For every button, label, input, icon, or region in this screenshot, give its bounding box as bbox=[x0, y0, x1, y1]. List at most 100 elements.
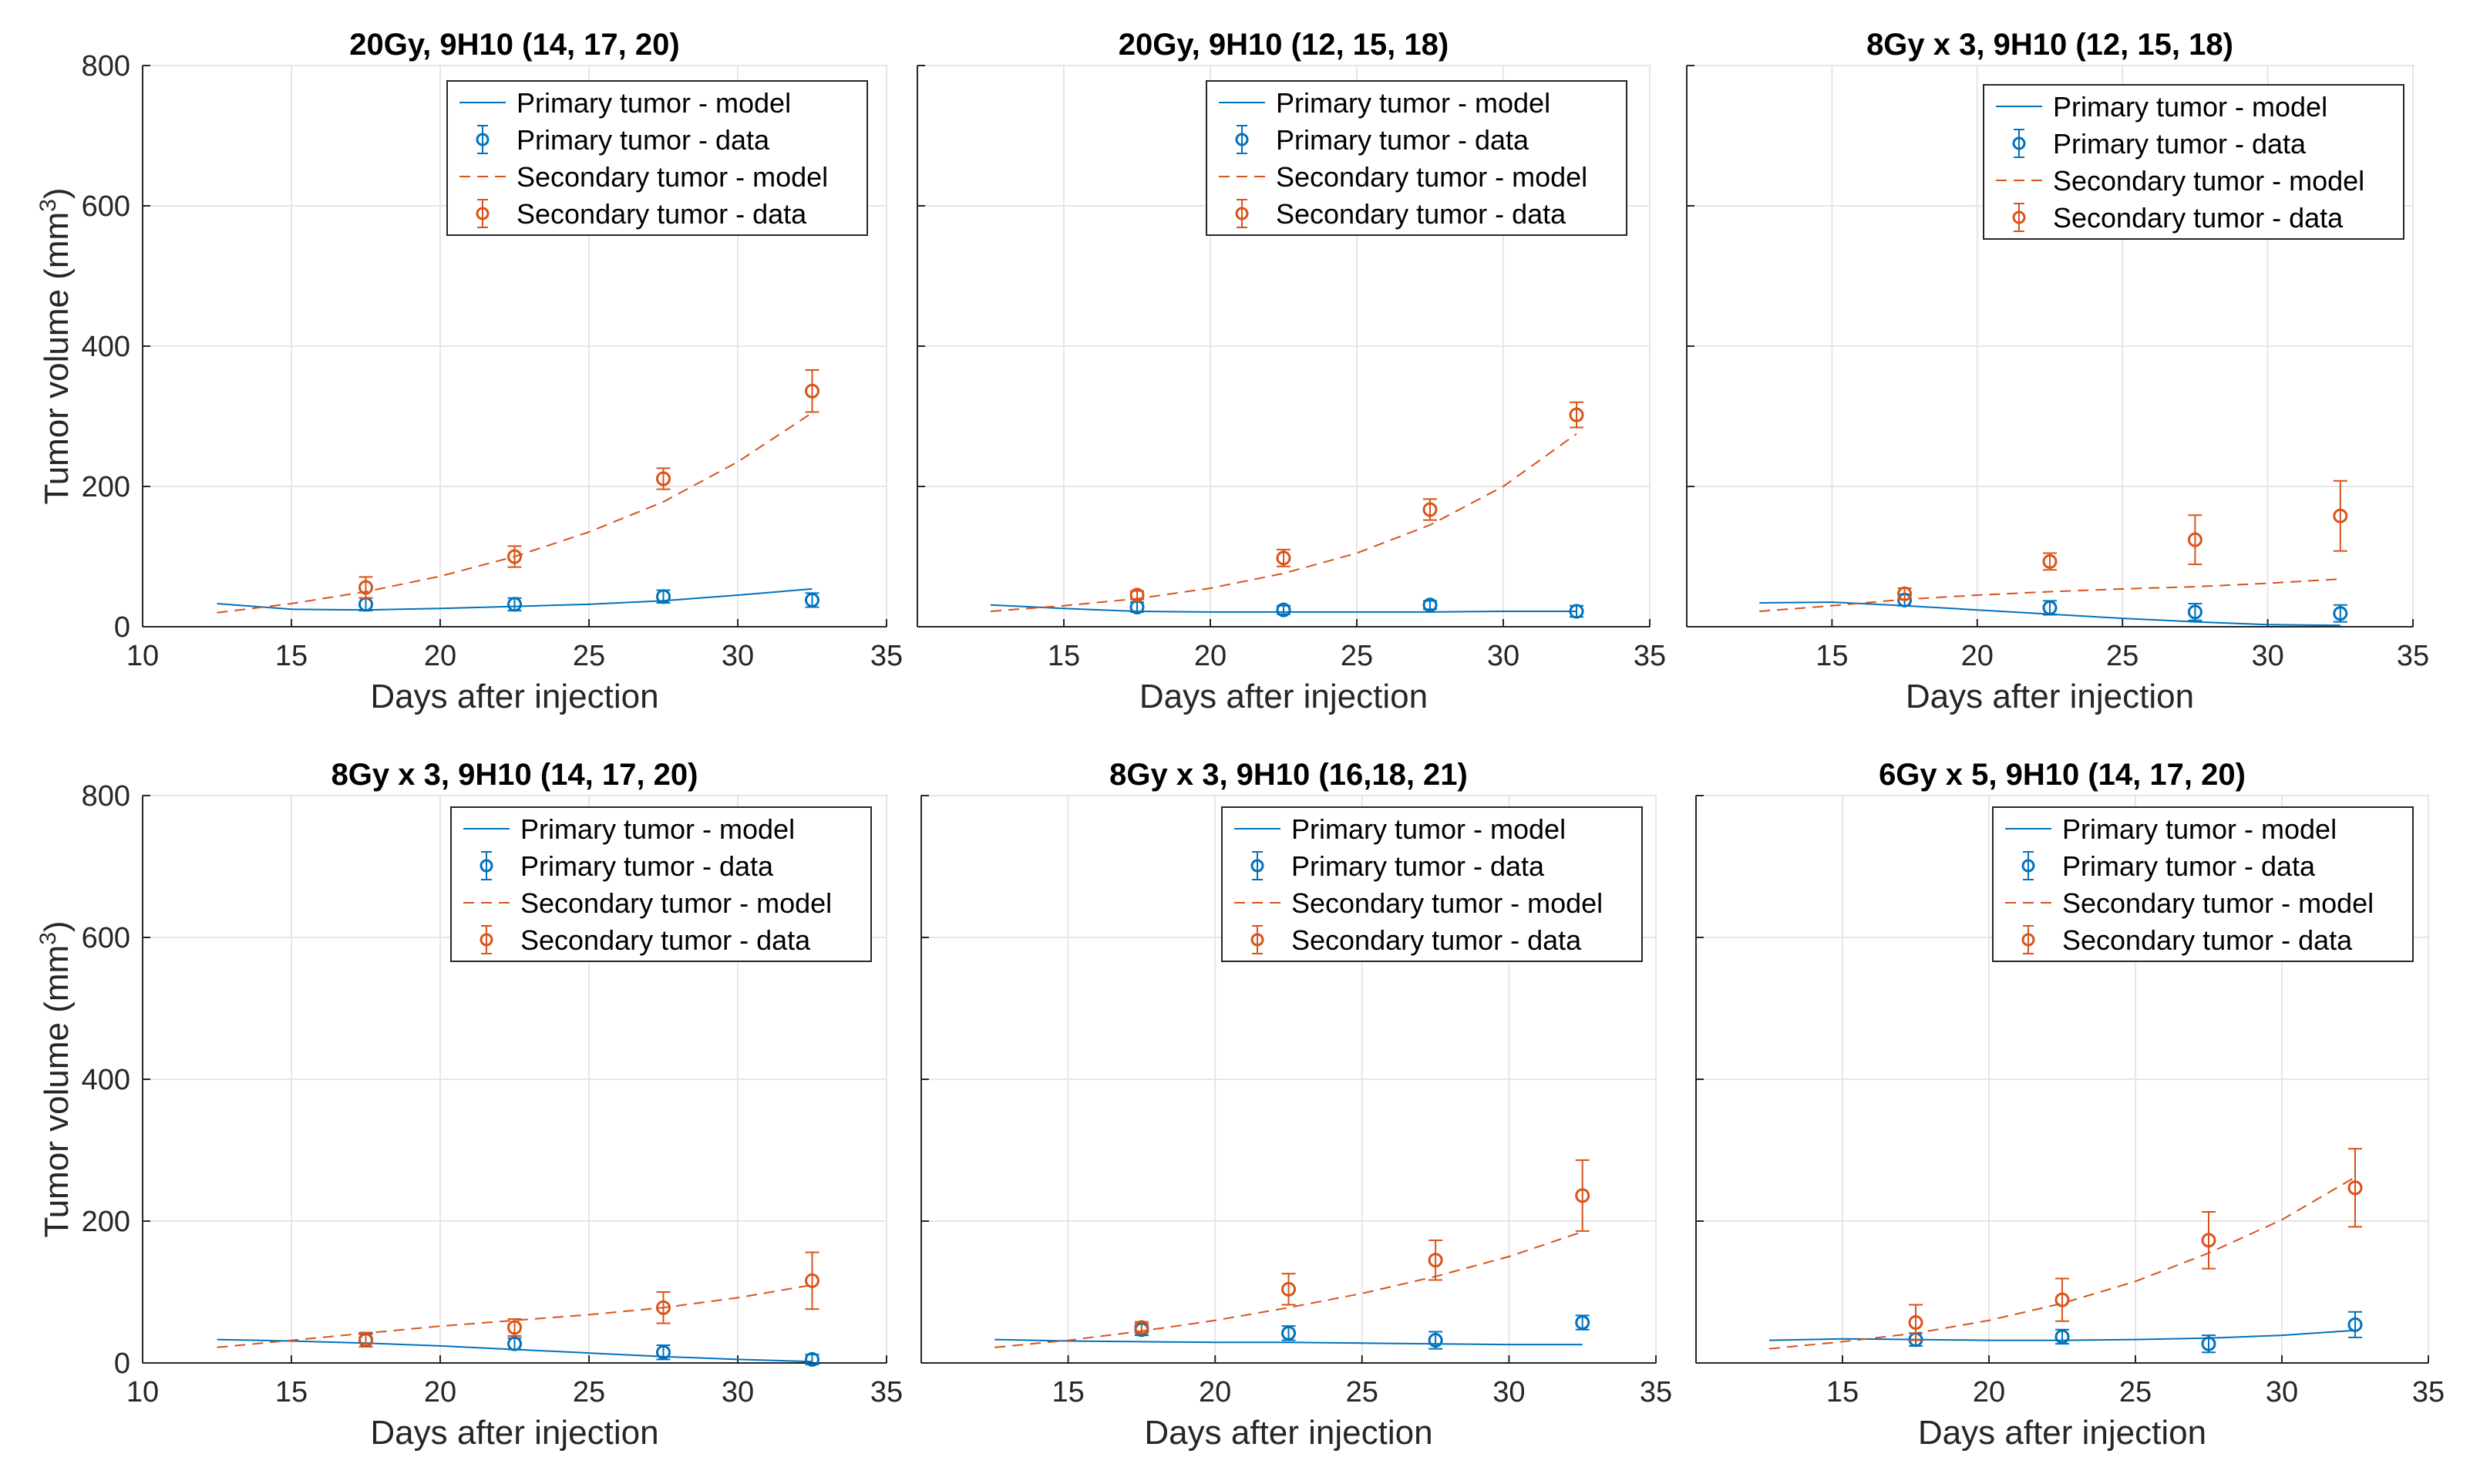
data-marker bbox=[656, 589, 671, 604]
legend-box bbox=[450, 806, 872, 962]
data-marker bbox=[2347, 1317, 2363, 1332]
data-marker bbox=[2333, 606, 2348, 621]
x-tick-label: 15 bbox=[275, 1376, 308, 1408]
data-point bbox=[2187, 514, 2202, 566]
data-marker bbox=[507, 1320, 522, 1335]
legend-marker-swatch bbox=[1250, 859, 1264, 873]
data-point bbox=[358, 1331, 373, 1348]
data-point bbox=[656, 1344, 671, 1361]
subplot-1: 10 15 20 25 30 35 0 200 400 600 800 20Gy, 9H10 (14,… bbox=[35, 28, 904, 715]
data-point bbox=[656, 589, 671, 604]
x-tick-label: 25 bbox=[1341, 640, 1373, 672]
data-marker bbox=[1569, 604, 1584, 619]
x-tick-label: 20 bbox=[1199, 1376, 1231, 1408]
model-line bbox=[990, 432, 1577, 612]
data-point bbox=[2054, 1277, 2070, 1322]
subplot-4: 10 15 20 25 30 35 0 200 400 600 800 8Gy x 3, 9H10 (… bbox=[35, 758, 904, 1452]
data-marker bbox=[2333, 508, 2348, 523]
data-point bbox=[805, 592, 819, 608]
x-axis-label: Days after injection bbox=[1139, 678, 1428, 715]
data-point bbox=[2347, 1148, 2363, 1228]
data-marker bbox=[507, 597, 522, 612]
data-marker bbox=[1908, 1315, 1923, 1331]
x-tick-label: 10 bbox=[126, 640, 159, 672]
subplot-title: 20Gy, 9H10 (12, 15, 18) bbox=[1119, 28, 1449, 62]
y-tick-label: 400 bbox=[82, 331, 130, 363]
x-tick-label: 25 bbox=[2119, 1376, 2152, 1408]
data-point bbox=[2187, 602, 2202, 621]
x-tick-label: 35 bbox=[2412, 1376, 2445, 1408]
y-axis-label: Tumor volume (mm3) bbox=[35, 187, 76, 504]
data-point bbox=[1276, 602, 1291, 617]
legend-label: Secondary tumor - data bbox=[517, 198, 807, 230]
x-axis-label: Days after injection bbox=[1906, 678, 2194, 715]
x-tick-label: 20 bbox=[1973, 1376, 2005, 1408]
data-point bbox=[2201, 1334, 2216, 1354]
legend-label: Primary tumor - data bbox=[1291, 850, 1545, 882]
subplot-title: 8Gy x 3, 9H10 (14, 17, 20) bbox=[331, 758, 698, 792]
data-marker bbox=[2042, 600, 2058, 615]
series-data-4 bbox=[358, 1251, 819, 1348]
legend: Primary tumor - model Primary tumor - dat… bbox=[1992, 806, 2414, 962]
data-point bbox=[2042, 600, 2058, 616]
data-point bbox=[1422, 597, 1438, 613]
data-point bbox=[1428, 1331, 1443, 1350]
legend-marker-swatch bbox=[480, 859, 493, 873]
data-marker bbox=[1575, 1315, 1590, 1331]
legend-label: Primary tumor - model bbox=[1276, 87, 1550, 119]
data-marker bbox=[1428, 1253, 1443, 1268]
data-marker bbox=[805, 1351, 819, 1367]
legend-label: Secondary tumor - model bbox=[1291, 887, 1603, 919]
legend-item-3: Secondary tumor - model bbox=[1996, 165, 2364, 197]
series-data-4 bbox=[358, 368, 819, 599]
x-axis-label: Days after injection bbox=[1918, 1414, 2206, 1452]
legend-item-1: Primary tumor - model bbox=[1996, 91, 2327, 123]
legend-item-1: Primary tumor - model bbox=[1219, 87, 1550, 119]
x-tick-label: 30 bbox=[2251, 640, 2283, 672]
data-point bbox=[1569, 401, 1584, 429]
x-tick-label: 20 bbox=[424, 1376, 456, 1408]
data-point bbox=[2042, 552, 2058, 571]
legend-label: Primary tumor - model bbox=[520, 813, 795, 845]
legend-box bbox=[1983, 84, 2404, 240]
data-point bbox=[507, 545, 522, 568]
x-tick-label: 35 bbox=[1640, 1376, 1672, 1408]
data-marker bbox=[1575, 1188, 1590, 1203]
model-line bbox=[994, 1230, 1583, 1348]
data-marker bbox=[358, 580, 373, 595]
y-tick-label: 600 bbox=[82, 190, 130, 223]
data-point bbox=[805, 1351, 819, 1367]
data-point bbox=[1428, 1239, 1443, 1281]
legend-item-3: Secondary tumor - model bbox=[2005, 887, 2374, 919]
data-point bbox=[2054, 1328, 2070, 1345]
x-tick-label: 25 bbox=[2106, 640, 2139, 672]
legend-marker-swatch bbox=[1235, 207, 1249, 220]
y-tick-label: 800 bbox=[82, 50, 130, 82]
legend-label: Secondary tumor - model bbox=[2053, 165, 2364, 197]
x-tick-label: 35 bbox=[2397, 640, 2429, 672]
legend-label: Secondary tumor - data bbox=[1291, 924, 1582, 956]
data-point bbox=[805, 368, 819, 413]
data-marker bbox=[1276, 550, 1291, 566]
x-tick-label: 20 bbox=[1194, 640, 1227, 672]
legend-item-3: Secondary tumor - model bbox=[459, 161, 828, 193]
data-point bbox=[358, 576, 373, 599]
data-marker bbox=[2054, 1292, 2070, 1307]
data-point bbox=[1575, 1159, 1590, 1232]
legend-box bbox=[446, 80, 868, 236]
model-line bbox=[217, 1284, 813, 1348]
model-line bbox=[1768, 1176, 2356, 1350]
data-marker bbox=[2201, 1233, 2216, 1248]
data-point bbox=[656, 1291, 671, 1324]
x-tick-label: 30 bbox=[2266, 1376, 2298, 1408]
data-marker bbox=[656, 1344, 671, 1360]
legend-label: Primary tumor - model bbox=[2062, 813, 2337, 845]
y-axis-label-text: Tumor volume (mm bbox=[38, 212, 76, 505]
data-marker bbox=[1422, 502, 1438, 517]
legend-item-3: Secondary tumor - model bbox=[1219, 161, 1587, 193]
data-marker bbox=[1281, 1281, 1296, 1297]
series-model-3 bbox=[994, 1230, 1583, 1348]
legend-marker-swatch bbox=[480, 933, 493, 947]
subplot-6: 15 20 25 30 35 6Gy x 5, 9H10 (14, 17, 20) Days… bbox=[1695, 758, 2445, 1452]
